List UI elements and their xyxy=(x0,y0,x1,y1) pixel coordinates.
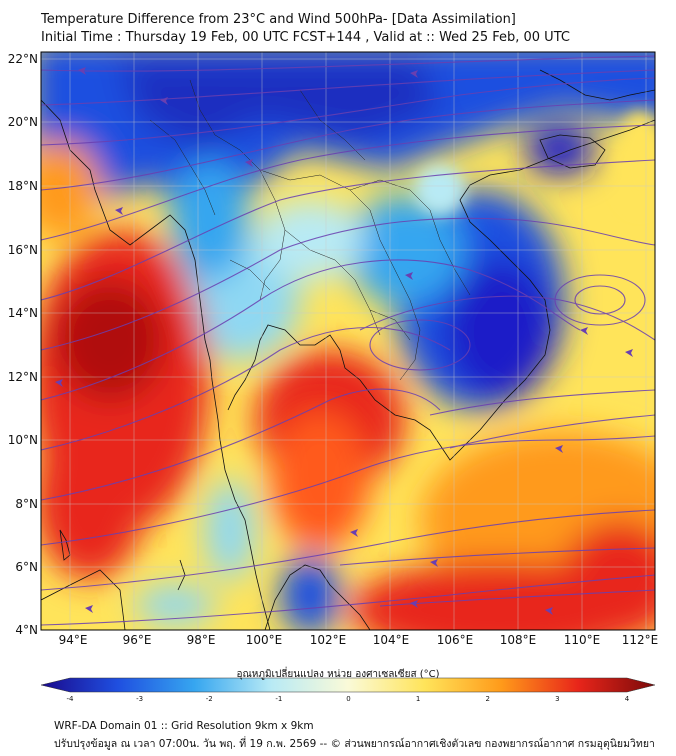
lat-label: 8°N xyxy=(15,497,38,511)
lon-label: 94°E xyxy=(59,633,88,647)
colorbar-tick: -1 xyxy=(275,695,282,703)
wind-arrows xyxy=(55,67,633,615)
latitude-labels: 22°N 20°N 18°N 16°N 14°N 12°N 10°N 8°N 6… xyxy=(8,52,38,637)
wind-streamlines xyxy=(41,55,655,626)
lat-label: 18°N xyxy=(8,179,38,193)
lon-label: 98°E xyxy=(187,633,216,647)
country-borders xyxy=(149,79,471,381)
lat-label: 16°N xyxy=(8,243,38,257)
colorbar-gradient xyxy=(40,677,656,693)
temperature-field xyxy=(41,52,655,630)
lon-label: 102°E xyxy=(310,633,347,647)
colorbar-tick: 4 xyxy=(625,695,630,703)
coastlines xyxy=(41,69,655,630)
footer-credits: ปรับปรุงข้อมูล ณ เวลา 07:00น. วัน พฤ. ที… xyxy=(54,738,655,750)
longitude-labels: 94°E 96°E 98°E 100°E 102°E 104°E 106°E 1… xyxy=(59,633,659,647)
map-frame xyxy=(40,51,656,631)
lon-label: 96°E xyxy=(123,633,152,647)
colorbar-tick: -3 xyxy=(136,695,143,703)
lon-label: 108°E xyxy=(500,633,537,647)
lat-label: 14°N xyxy=(8,306,38,320)
lat-label: 20°N xyxy=(8,115,38,129)
lon-label: 104°E xyxy=(373,633,410,647)
chart-subtitle: Initial Time : Thursday 19 Feb, 00 UTC F… xyxy=(41,30,570,45)
colorbar-tick: -4 xyxy=(67,695,75,703)
graticule xyxy=(41,52,655,630)
lon-label: 100°E xyxy=(246,633,283,647)
colorbar: -4 -3 -2 -1 0 1 2 3 4 xyxy=(40,677,656,703)
footer-resolution: WRF-DA Domain 01 :: Grid Resolution 9km … xyxy=(54,720,314,732)
lat-label: 22°N xyxy=(8,52,38,66)
lon-label: 110°E xyxy=(564,633,601,647)
chart-title: Temperature Difference from 23°C and Win… xyxy=(41,12,516,27)
lat-label: 4°N xyxy=(15,623,38,637)
colorbar-tick: -2 xyxy=(206,695,213,703)
lat-label: 6°N xyxy=(15,560,38,574)
lon-label: 112°E xyxy=(622,633,659,647)
lat-label: 10°N xyxy=(8,433,38,447)
colorbar-ticks: -4 -3 -2 -1 0 1 2 3 4 xyxy=(67,695,630,703)
colorbar-tick: 1 xyxy=(416,695,420,703)
colorbar-title: อุณหภูมิเปลี่ยนแปลง หน่วย องศาเซลเซียส (… xyxy=(236,669,440,680)
colorbar-tick: 0 xyxy=(346,695,350,703)
lat-label: 12°N xyxy=(8,370,38,384)
lon-label: 106°E xyxy=(437,633,474,647)
colorbar-tick: 3 xyxy=(555,695,559,703)
colorbar-tick: 2 xyxy=(485,695,489,703)
